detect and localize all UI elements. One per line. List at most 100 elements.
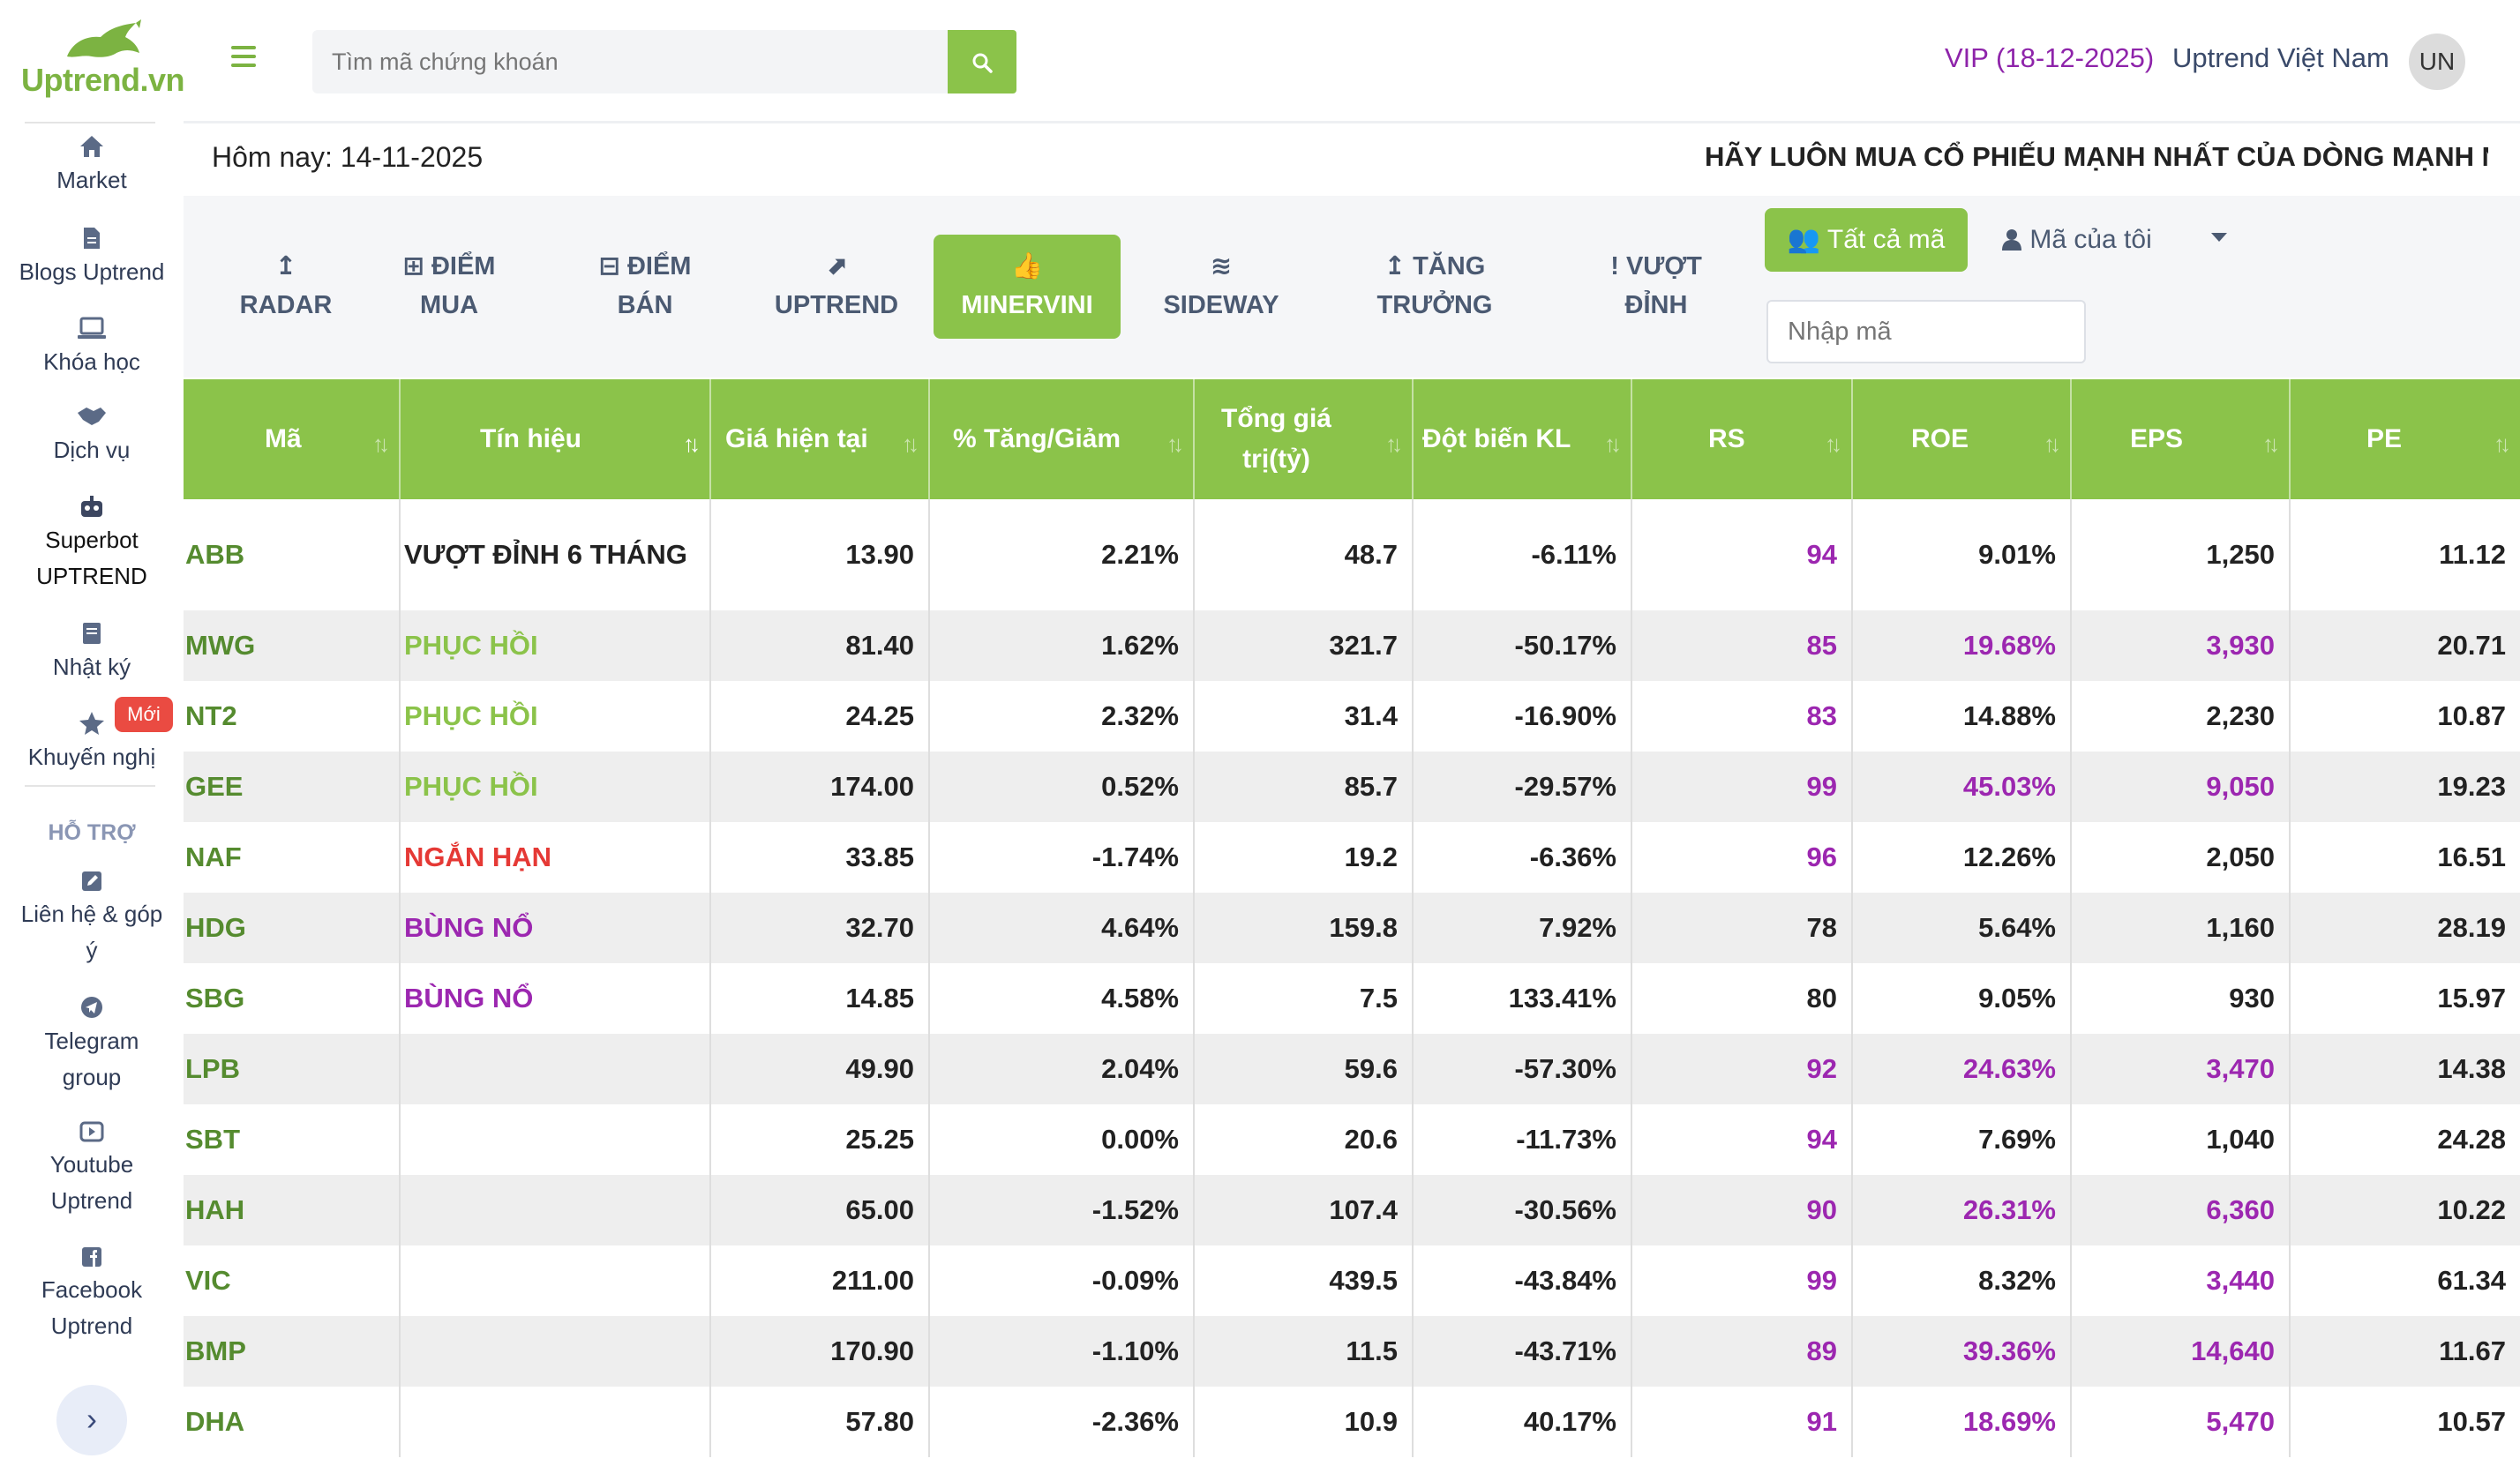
table-row[interactable]: NAF NGẮN HẠN 33.85 -1.74% 19.2 -6.36% 96 12.26%… xyxy=(184,822,2520,893)
tab-label: TRƯỞNG xyxy=(1376,291,1493,319)
cell-code[interactable]: ABB xyxy=(184,499,401,610)
sidebar-item-contact[interactable]: Liên hệ & góp ý xyxy=(0,870,184,969)
sidebar-item-courses[interactable]: Khóa học xyxy=(0,316,184,380)
tab-growth[interactable]: ↥ TĂNG TRƯỞNG xyxy=(1364,235,1505,339)
tab-breakout[interactable]: ! VƯỢT ĐỈNH xyxy=(1599,235,1714,339)
cell-volume-spike: -50.17% xyxy=(1414,610,1632,681)
sort-icon[interactable]: ↑↓ xyxy=(902,430,919,457)
cell-code[interactable]: SBT xyxy=(184,1104,401,1175)
cell-code[interactable]: SBG xyxy=(184,963,401,1034)
tab-buy-point[interactable]: ⊞ ĐIỂM MUA xyxy=(385,235,514,339)
table-row[interactable]: HDG BÙNG NỔ 32.70 4.64% 159.8 7.92% 78 5.64% 1,1… xyxy=(184,893,2520,963)
col-header-code[interactable]: Mã ↑↓ xyxy=(184,379,401,499)
sort-icon[interactable]: ↑↓ xyxy=(2262,430,2280,457)
sidebar-item-journal[interactable]: Nhật ký xyxy=(0,621,184,685)
col-header-change[interactable]: % Tăng/Giảm ↑↓ xyxy=(930,379,1195,499)
sort-icon[interactable]: ↑↓ xyxy=(2494,430,2511,457)
col-header-label-line: Tổng giá xyxy=(1221,404,1331,433)
col-header-roe[interactable]: ROE ↑↓ xyxy=(1853,379,2072,499)
col-header-pe[interactable]: PE ↑↓ xyxy=(2291,379,2520,499)
sort-icon[interactable]: ↑↓ xyxy=(2044,430,2061,457)
table-row[interactable]: NT2 PHỤC HỒI 24.25 2.32% 31.4 -16.90% 83 14.88%… xyxy=(184,681,2520,752)
col-header-total-value[interactable]: Tổng giá trị(tỷ) ↑↓ xyxy=(1195,379,1414,499)
chevron-down-icon[interactable] xyxy=(2211,233,2227,242)
cell-code[interactable]: MWG xyxy=(184,610,401,681)
table-row[interactable]: SBG BÙNG NỔ 14.85 4.58% 7.5 133.41% 80 9.05% 930… xyxy=(184,963,2520,1034)
cell-signal: PHỤC HỒI xyxy=(401,681,711,752)
sidebar-item-youtube[interactable]: Youtube Uptrend xyxy=(0,1120,184,1219)
sort-icon[interactable]: ↑↓ xyxy=(683,430,701,457)
cell-pe: 20.71 xyxy=(2437,630,2506,661)
sidebar-item-facebook[interactable]: Facebook Uptrend xyxy=(0,1245,184,1344)
cell-signal: NGẮN HẠN xyxy=(401,822,711,893)
sidebar-item-telegram[interactable]: Telegram group xyxy=(0,995,184,1096)
sidebar-item-services[interactable]: Dịch vụ xyxy=(0,404,184,468)
cell-roe: 8.32% xyxy=(1853,1245,2072,1316)
new-badge: Mới xyxy=(115,697,173,732)
tab-sell-point[interactable]: ⊟ ĐIỂM BÁN xyxy=(581,235,709,339)
cell-eps: 5,470 xyxy=(2072,1387,2291,1457)
sidebar-item-label: Dịch vụ xyxy=(53,437,131,463)
cell-code[interactable]: LPB xyxy=(184,1034,401,1104)
sidebar-item-market[interactable]: Market xyxy=(0,134,184,198)
table-row[interactable]: GEE PHỤC HỒI 174.00 0.52% 85.7 -29.57% 99 45.03… xyxy=(184,752,2520,822)
avatar[interactable]: UN xyxy=(2409,34,2465,90)
sidebar-collapse-button[interactable]: › xyxy=(56,1385,127,1455)
tab-radar[interactable]: ↥ RADAR xyxy=(215,235,356,339)
table-row[interactable]: LPB 49.90 2.04% 59.6 -57.30% 92 24.63% 3,470 14.… xyxy=(184,1034,2520,1104)
table-row[interactable]: BMP 170.90 -1.10% 11.5 -43.71% 89 39.36% 14,640… xyxy=(184,1316,2520,1387)
cell-pe: 61.34 xyxy=(2437,1265,2506,1296)
handshake-icon xyxy=(78,408,106,425)
account-name[interactable]: Uptrend Việt Nam xyxy=(2172,42,2389,73)
col-header-price[interactable]: Giá hiện tại ↑↓ xyxy=(711,379,930,499)
sort-icon[interactable]: ↑↓ xyxy=(1385,430,1403,457)
col-header-rs[interactable]: RS ↑↓ xyxy=(1632,379,1853,499)
cell-code[interactable]: BMP xyxy=(184,1316,401,1387)
cell-rs: 83 xyxy=(1632,681,1853,752)
cell-code[interactable]: DHA xyxy=(184,1387,401,1457)
cell-rs: 85 xyxy=(1632,610,1853,681)
cell-price: 13.90 xyxy=(711,499,930,610)
sidebar-item-blogs[interactable]: Blogs Uptrend xyxy=(0,226,184,290)
cell-price: 24.25 xyxy=(711,681,930,752)
cell-eps: 1,040 xyxy=(2072,1104,2291,1175)
sidebar-item-recommendations[interactable]: Khuyến nghị xyxy=(0,711,184,775)
table-row[interactable]: DHA 57.80 -2.36% 10.9 40.17% 91 18.69% 5,470 10.… xyxy=(184,1387,2520,1457)
cell-total-value: 19.2 xyxy=(1195,822,1414,893)
my-codes-button[interactable]: Mã của tôi xyxy=(2001,208,2248,272)
cell-code[interactable]: HDG xyxy=(184,893,401,963)
table-row[interactable]: HAH 65.00 -1.52% 107.4 -30.56% 90 26.31% 6,360 1… xyxy=(184,1175,2520,1245)
tab-uptrend[interactable]: ⬈ UPTREND xyxy=(757,235,916,339)
minus-square-icon: ⊟ xyxy=(598,252,620,280)
cell-code[interactable]: HAH xyxy=(184,1175,401,1245)
cell-pe: 15.97 xyxy=(2437,983,2506,1013)
table-row[interactable]: VIC 211.00 -0.09% 439.5 -43.84% 99 8.32% 3,440 6… xyxy=(184,1245,2520,1316)
col-header-volume-spike[interactable]: Đột biến KL ↑↓ xyxy=(1414,379,1632,499)
code-input[interactable] xyxy=(1766,300,2086,363)
cell-code[interactable]: NAF xyxy=(184,822,401,893)
menu-toggle-icon[interactable] xyxy=(231,46,256,67)
sidebar-item-superbot[interactable]: Superbot UPTREND xyxy=(0,494,184,595)
cell-roe: 9.01% xyxy=(1853,499,2072,610)
table-row[interactable]: MWG PHỤC HỒI 81.40 1.62% 321.7 -50.17% 85 19.68… xyxy=(184,610,2520,681)
col-header-eps[interactable]: EPS ↑↓ xyxy=(2072,379,2291,499)
brand-logo[interactable]: Uptrend.vn xyxy=(19,19,185,108)
sort-icon[interactable]: ↑↓ xyxy=(1166,430,1184,457)
cell-code[interactable]: NT2 xyxy=(184,681,401,752)
search-button[interactable] xyxy=(948,30,1016,93)
cell-volume-spike: -29.57% xyxy=(1414,752,1632,822)
cell-code[interactable]: GEE xyxy=(184,752,401,822)
table-row[interactable]: SBT 25.25 0.00% 20.6 -11.73% 94 7.69% 1,040 24.2… xyxy=(184,1104,2520,1175)
tab-minervini[interactable]: 👍 MINERVINI xyxy=(934,235,1121,339)
sort-icon[interactable]: ↑↓ xyxy=(1604,430,1622,457)
tab-sideway[interactable]: ≋ SIDEWAY xyxy=(1149,235,1294,339)
sort-icon[interactable]: ↑↓ xyxy=(1825,430,1842,457)
sort-icon[interactable]: ↑↓ xyxy=(372,430,390,457)
cell-volume-spike: 133.41% xyxy=(1414,963,1632,1034)
cell-eps: 1,250 xyxy=(2072,499,2291,610)
cell-code[interactable]: VIC xyxy=(184,1245,401,1316)
table-row[interactable]: ABB VƯỢT ĐỈNH 6 THÁNG 13.90 2.21% 48.7 -6.11%… xyxy=(184,499,2520,610)
col-header-signal[interactable]: Tín hiệu ↑↓ xyxy=(401,379,711,499)
search-input[interactable] xyxy=(312,30,956,93)
all-codes-button[interactable]: 👥 Tất cả mã xyxy=(1765,208,1968,272)
